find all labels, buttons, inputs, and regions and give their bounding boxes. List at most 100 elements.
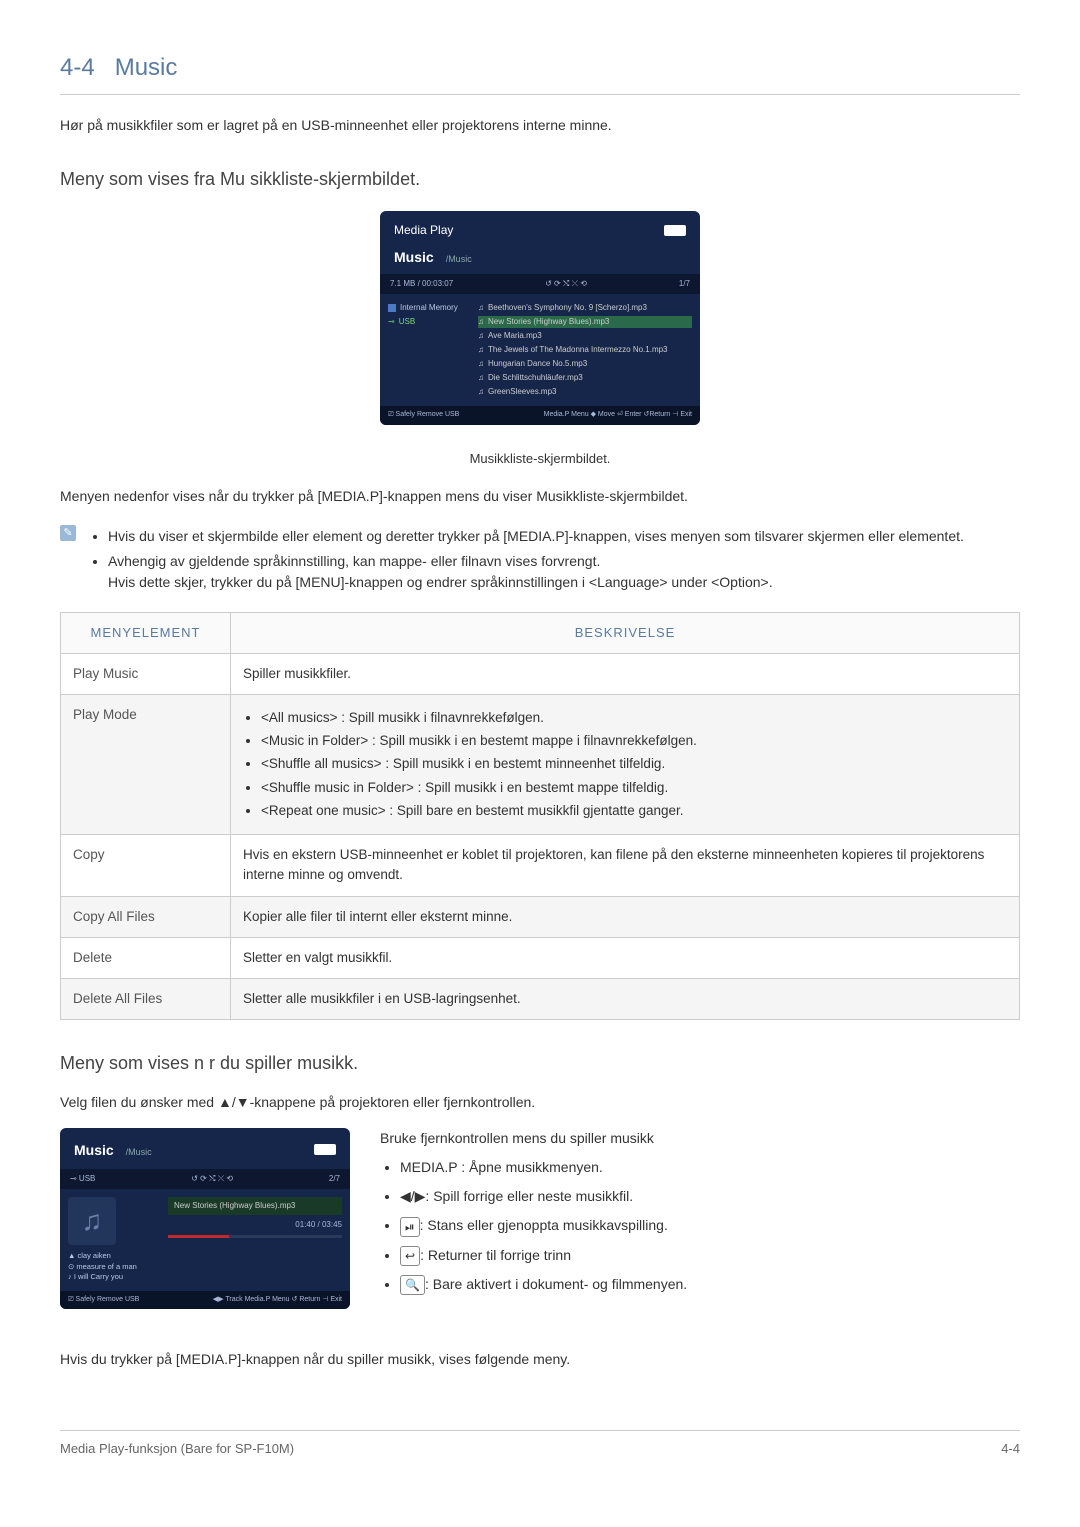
note-item: Hvis du viser et skjermbilde eller eleme… [108,526,964,547]
track-row: ♫ The Jewels of The Madonna Intermezzo No… [478,344,692,356]
note-icon: ♫ [478,358,484,370]
music-path: /Music [446,253,472,267]
screenshot2: Music /Music ⊸ USB ↺ ⟳ ⤭ ⤬ ⟲ 2/7 ♫ ▲ cla… [60,1128,350,1309]
note-icon: ✎ [60,525,76,541]
bar-page: 2/7 [329,1173,340,1185]
remote-item: ↩: Returner til forrige trinn [400,1245,687,1266]
bar-icons: ↺ ⟳ ⤭ ⤬ ⟲ [191,1173,233,1185]
remote-item: ⏯: Stans eller gjenoppta musikkavspillin… [400,1215,687,1236]
playmode-item: <Repeat one music> : Spill bare en beste… [261,801,1007,821]
remote-text: : Bare aktivert i dokument- og filmmenye… [425,1276,687,1292]
track-text: Ave Maria.mp3 [488,330,542,342]
closing-text: Hvis du trykker på [MEDIA.P]-knappen når… [60,1349,1020,1370]
music-path: /Music [126,1147,152,1157]
track-row: ♫ Beethoven's Symphony No. 9 [Scherzo].mp… [478,302,692,314]
row-desc: Hvis en ekstern USB-minneenhet er koblet… [231,835,1020,897]
bar-left: ⊸ USB [70,1173,95,1185]
usb-badge-icon [664,225,686,236]
note-item: Avhengig av gjeldende språkinnstilling, … [108,551,964,593]
nowplay-title: New Stories (Highway Blues).mp3 [168,1197,342,1215]
remote-title: Bruke fjernkontrollen mens du spiller mu… [380,1128,687,1149]
row-label: Play Mode [61,694,231,834]
screenshot1: Media Play Music /Music 7.1 MB / 00:03:0… [380,211,700,425]
zoom-icon: 🔍 [400,1275,425,1295]
row-desc: Kopier alle filer til internt eller ekst… [231,896,1020,937]
row-desc: Sletter en valgt musikkfil. [231,937,1020,978]
playmode-item: <All musics> : Spill musikk i filnavnrek… [261,708,1007,728]
row-label: Play Music [61,653,231,694]
remote-item: MEDIA.P : Åpne musikkmenyen. [400,1157,687,1178]
th-menyelement: MENYELEMENT [61,613,231,654]
remote-text: : Returner til forrige trinn [420,1247,571,1263]
note-icon: ♫ [478,372,484,384]
meta-song: ♪ I will Carry you [68,1272,152,1283]
track-row: ♫ Hungarian Dance No.5.mp3 [478,358,692,370]
ss2-footer-right: ◀▶ Track Media.P Menu ↺ Return ⊣ Exit [213,1295,342,1306]
media-play-label: Media Play [394,221,453,239]
track-row: ♫ Die Schlittschuhläufer.mp3 [478,372,692,384]
track-text: Die Schlittschuhläufer.mp3 [488,372,583,384]
music-label: Music [394,247,434,268]
track-text: Beethoven's Symphony No. 9 [Scherzo].mp3 [488,302,647,314]
music-label: Music [74,1142,114,1158]
status-page: 1/7 [679,278,690,290]
row-desc: Sletter alle musikkfiler i en USB-lagrin… [231,979,1020,1020]
nowplay-time: 01:40 / 03:45 [168,1219,342,1231]
ss-footer-left: ⎚ Safely Remove USB [388,410,459,421]
screenshot1-wrap: Media Play Music /Music 7.1 MB / 00:03:0… [60,211,1020,431]
ss2-footer-left: ⎚ Safely Remove USB [68,1295,139,1306]
internal-icon [388,304,396,312]
usb-label: USB [399,316,415,328]
note-line: Avhengig av gjeldende språkinnstilling, … [108,553,600,569]
after-caption-text: Menyen nedenfor vises når du trykker på … [60,486,1020,507]
row-label: Delete [61,937,231,978]
title-text: Music [115,54,178,81]
section2-title: Meny som vises n r du spiller musikk. [60,1050,1020,1077]
note-block: ✎ Hvis du viser et skjermbilde eller ele… [60,522,1020,597]
track-text: New Stories (Highway Blues).mp3 [488,316,609,328]
meta-album: ⊙ measure of a man [68,1262,152,1273]
note-icon: ♫ [478,386,484,398]
progress-bar [168,1235,342,1238]
note-icon: ♫ [478,302,484,314]
playmode-item: <Shuffle music in Folder> : Spill musikk… [261,778,1007,798]
meta-artist: ▲ clay aiken [68,1251,152,1262]
note-icon: ♫ [478,316,484,328]
row-label: Delete All Files [61,979,231,1020]
ss-footer-right: Media.P Menu ◆ Move ⏎ Enter ↺Return ⊣ Ex… [544,410,692,421]
usb-arrow-icon: ⊸ [388,316,395,328]
status-icons: ↺ ⟳ ⤭ ⤬ ⟲ [545,278,587,290]
track-text: The Jewels of The Madonna Intermezzo No.… [488,344,668,356]
track-row: ♫ GreenSleeves.mp3 [478,386,692,398]
remote-item: 🔍: Bare aktivert i dokument- og filmmeny… [400,1274,687,1295]
playmode-item: <Music in Folder> : Spill musikk i en be… [261,731,1007,751]
track-row: ♫ Ave Maria.mp3 [478,330,692,342]
playmode-item: <Shuffle all musics> : Spill musikk i en… [261,754,1007,774]
remote-text: : Stans eller gjenoppta musikkavspilling… [420,1217,668,1233]
remote-item: ◀/▶: Spill forrige eller neste musikkfil… [400,1186,687,1207]
screenshot1-caption: Musikkliste-skjermbildet. [60,449,1020,469]
play-pause-icon: ⏯ [400,1217,420,1237]
row-label: Copy All Files [61,896,231,937]
track-text: GreenSleeves.mp3 [488,386,556,398]
page-title: 4-4 Music [60,50,1020,95]
remote-instructions: Bruke fjernkontrollen mens du spiller mu… [380,1128,687,1303]
internal-label: Internal Memory [400,302,458,314]
footer-left: Media Play-funksjon (Bare for SP-F10M) [60,1439,294,1459]
intro-text: Hør på musikkfiler som er lagret på en U… [60,115,1020,136]
track-text: Hungarian Dance No.5.mp3 [488,358,587,370]
track-row: ♫ New Stories (Highway Blues).mp3 [478,316,692,328]
return-icon: ↩ [400,1246,420,1266]
note-icon: ♫ [478,330,484,342]
usb-badge-icon [314,1144,336,1155]
row-desc: Spiller musikkfiler. [231,653,1020,694]
note-line: Hvis dette skjer, trykker du på [MENU]-k… [108,574,773,590]
options-table: MENYELEMENT BESKRIVELSE Play Music Spill… [60,612,1020,1020]
note-icon: ♫ [478,344,484,356]
row-label: Copy [61,835,231,897]
section1-title: Meny som vises fra Mu sikkliste-skjermbi… [60,166,1020,193]
footer-right: 4-4 [1001,1439,1020,1459]
th-beskrivelse: BESKRIVELSE [231,613,1020,654]
section-number: 4-4 [60,54,95,81]
now-playing-icon: ♫ [68,1197,116,1245]
